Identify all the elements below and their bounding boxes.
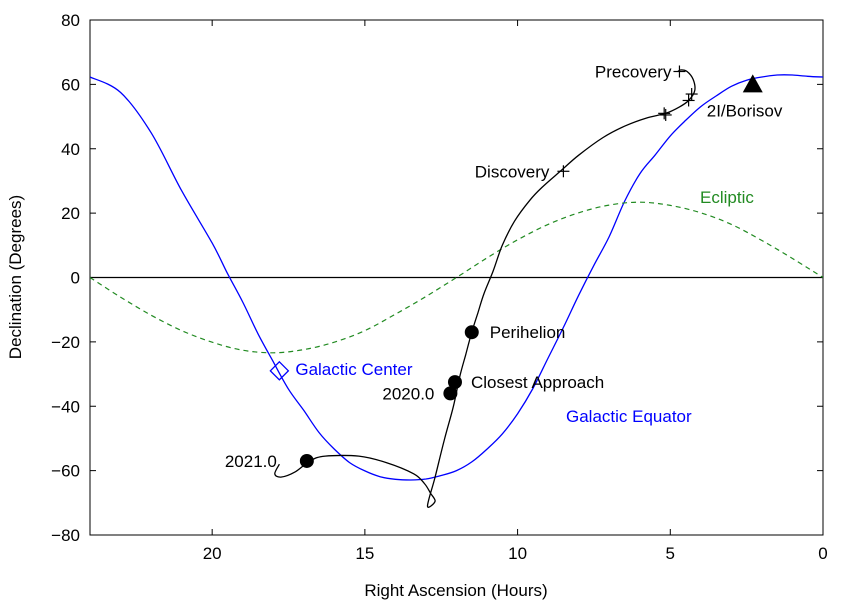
y-tick-label: −20 <box>51 333 80 352</box>
y-tick-label: −40 <box>51 397 80 416</box>
x-tick-label: 15 <box>355 544 374 563</box>
series-line-2i-borisov-trajectory <box>274 69 696 508</box>
point-label-discovery: Discovery <box>475 162 550 181</box>
point-label-2020-0: 2020.0 <box>382 384 434 403</box>
series-line-ecliptic <box>90 201 823 354</box>
series-line-galactic-equator <box>90 74 823 481</box>
marker-dot-2020-0 <box>443 386 458 401</box>
points-group <box>269 65 763 468</box>
point-label-2021-0: 2021.0 <box>225 452 277 471</box>
marker-dot-closest-approach <box>447 375 462 390</box>
point-label-galactic-center: Galactic Center <box>295 360 412 379</box>
y-tick-label: 80 <box>61 11 80 30</box>
marker-plus-point <box>685 88 698 101</box>
marker-dot-perihelion <box>464 325 479 340</box>
labels-group: Precovery Discovery Perihelion Closest Appr… <box>225 63 783 471</box>
marker-plus-precovery <box>673 65 686 78</box>
y-axis-label: Declination (Degrees) <box>6 195 25 359</box>
marker-dot-2021-0 <box>299 453 314 468</box>
x-tick-label: 5 <box>666 544 675 563</box>
series-group <box>90 69 823 508</box>
point-label-closest-approach: Closest Approach <box>471 373 604 392</box>
marker-plus-point <box>682 94 695 107</box>
x-tick-label: 20 <box>203 544 222 563</box>
y-tick-label: 60 <box>61 75 80 94</box>
ecliptic-label: Ecliptic <box>700 188 754 207</box>
marker-plus-discovery <box>557 165 570 178</box>
marker-triangle-2i-borisov <box>742 74 763 93</box>
y-tick-label: 20 <box>61 204 80 223</box>
axes: 80 60 40 20 0 −20 −40 −60 −80 20 15 10 5 0 <box>51 11 828 563</box>
x-tick-label: 0 <box>818 544 827 563</box>
x-tick-label: 10 <box>508 544 527 563</box>
point-label-precovery: Precovery <box>595 63 672 82</box>
y-tick-label: 40 <box>61 140 80 159</box>
point-label-2i-borisov: 2I/Borisov <box>707 101 783 120</box>
y-tick-label: −80 <box>51 526 80 545</box>
y-tick-label: 0 <box>71 269 80 288</box>
marker-plus-point <box>659 108 672 121</box>
y-tick-label: −60 <box>51 462 80 481</box>
x-axis-label: Right Ascension (Hours) <box>364 581 547 600</box>
marker-plus-point <box>658 107 671 120</box>
galactic-equator-label: Galactic Equator <box>566 407 692 426</box>
point-label-perihelion: Perihelion <box>490 323 566 342</box>
marker-diamond-galactic-center <box>269 360 290 381</box>
